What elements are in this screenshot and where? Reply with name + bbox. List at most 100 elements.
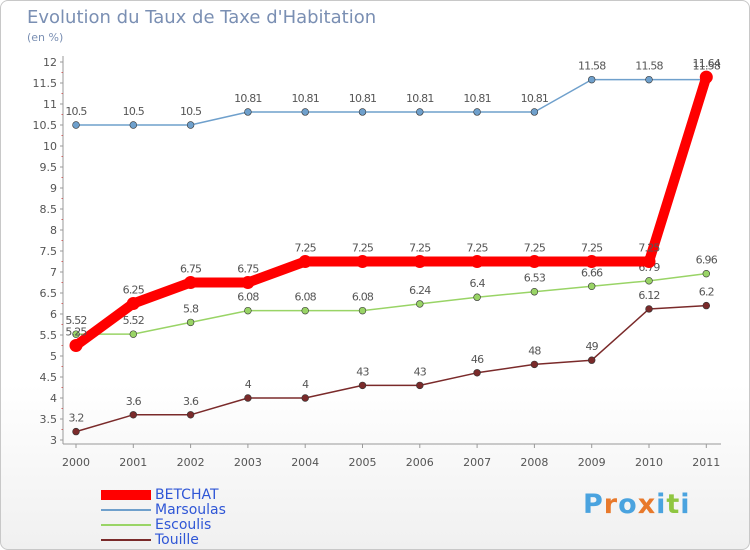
legend-swatch-betchat xyxy=(101,490,151,500)
data-label: 7.25 xyxy=(466,242,488,255)
x-tick-label: 2000 xyxy=(62,456,90,469)
data-label: 3.6 xyxy=(126,395,142,408)
y-tick-label: 4 xyxy=(50,392,57,405)
chart-subtitle: (en %) xyxy=(27,31,64,44)
data-point xyxy=(645,75,653,84)
data-label: 11.58 xyxy=(578,60,606,73)
series-line-marsoulas xyxy=(75,78,708,126)
data-point xyxy=(645,277,653,285)
data-point xyxy=(244,394,252,402)
data-label: 11.58 xyxy=(693,60,721,73)
data-label: 7.25 xyxy=(352,242,374,255)
data-point xyxy=(358,381,367,390)
data-point xyxy=(416,108,424,116)
data-label: 43 xyxy=(414,365,427,378)
y-tick-label: 11.5 xyxy=(33,77,58,90)
data-point xyxy=(301,108,309,116)
data-label: 7.25 xyxy=(295,242,317,255)
data-point xyxy=(642,255,656,268)
y-tick-label: 8.5 xyxy=(40,203,58,216)
data-point xyxy=(527,255,541,268)
data-label: 6.66 xyxy=(581,266,603,279)
y-tick-label: 4.5 xyxy=(40,371,58,384)
data-label: 7.25 xyxy=(581,242,603,255)
data-label: 6.08 xyxy=(237,291,259,304)
data-point xyxy=(358,306,367,315)
legend-swatch-touille xyxy=(101,539,151,541)
data-point xyxy=(473,293,481,301)
y-tick-label: 9 xyxy=(50,182,57,195)
logo-letter: t xyxy=(666,489,681,520)
data-label: 6.75 xyxy=(237,263,259,276)
data-point xyxy=(530,288,539,296)
data-label: 7.25 xyxy=(638,242,660,255)
data-point xyxy=(702,301,710,310)
series-line-escoulis xyxy=(75,272,708,335)
data-label: 6.53 xyxy=(524,272,546,285)
x-tick-label: 2008 xyxy=(520,456,548,469)
data-point xyxy=(530,108,539,116)
series-betchat: 5.25 6.25 6.75 6.75 7.25 7.25 7.25 7.25 7.25 7.25… xyxy=(65,57,722,352)
data-label: 10.81 xyxy=(463,92,491,105)
data-label: 48 xyxy=(528,344,541,357)
y-tick-label: 8 xyxy=(50,224,57,237)
y-tick-label: 7 xyxy=(50,266,57,279)
data-label: 4 xyxy=(302,378,309,391)
data-point xyxy=(126,297,140,310)
line-chart: 3 3.5 4 4.5 5 5.5 6 6.5 7 7.5 8 8.5 9 9.5 10 10.5 11 11.5… xyxy=(33,56,722,469)
legend-swatch-marsoulas xyxy=(101,509,151,511)
legend-label-escoulis: Escoulis xyxy=(155,517,212,533)
logo-letter: x xyxy=(637,489,657,520)
x-tick-label: 2003 xyxy=(234,456,262,469)
logo-letter: P xyxy=(583,489,604,520)
x-tick-label: 2002 xyxy=(177,456,205,469)
x-tick-label: 2006 xyxy=(406,456,434,469)
data-label: 6.96 xyxy=(696,254,718,267)
data-point xyxy=(358,108,367,116)
data-point xyxy=(473,369,481,377)
data-label: 10.81 xyxy=(291,92,319,105)
data-point xyxy=(244,306,252,315)
logo-letter: r xyxy=(603,489,619,520)
legend-item-marsoulas: Marsoulas xyxy=(101,502,301,518)
series-marsoulas: 10.5 10.5 10.5 10.81 10.81 10.81 10.81 10.81 10.… xyxy=(65,60,722,129)
data-label: 6.08 xyxy=(295,291,317,304)
y-tick-label: 6.5 xyxy=(40,287,58,300)
data-point xyxy=(473,108,481,116)
data-label: 10.5 xyxy=(123,105,145,118)
data-label: 10.81 xyxy=(234,92,262,105)
data-label: 7.25 xyxy=(409,242,431,255)
data-label: 5.52 xyxy=(123,314,144,327)
data-label: 6.25 xyxy=(123,284,145,297)
y-tick-label: 9.5 xyxy=(40,161,58,174)
legend-item-escoulis: Escoulis xyxy=(101,517,301,533)
data-point xyxy=(72,427,80,436)
series-line-touille xyxy=(75,304,708,433)
data-label: 11.64 xyxy=(693,57,721,70)
data-label: 6.24 xyxy=(409,284,431,297)
x-tick-label: 2001 xyxy=(119,456,147,469)
data-label: 6.2 xyxy=(699,286,714,299)
data-point xyxy=(186,318,195,327)
data-point xyxy=(72,330,80,338)
series-touille: 3.2 3.6 3.6 4 4 43 43 46 48 49 6.12 6.2 xyxy=(68,286,715,436)
y-tick-label: 10 xyxy=(43,140,57,153)
data-point xyxy=(587,282,596,290)
data-label: 10.81 xyxy=(349,92,377,105)
data-label: 10.81 xyxy=(406,92,434,105)
data-point xyxy=(530,360,539,369)
data-label: 10.5 xyxy=(180,105,202,118)
proxiti-logo: Proxiti xyxy=(583,489,691,520)
x-tick-label: 2005 xyxy=(349,456,377,469)
x-tick-label: 2007 xyxy=(463,456,491,469)
data-point xyxy=(699,70,713,84)
data-point xyxy=(186,411,195,419)
data-point xyxy=(587,75,596,84)
y-tick-label: 10.5 xyxy=(33,119,58,132)
data-label: 46 xyxy=(471,353,484,366)
data-label: 43 xyxy=(356,365,369,378)
data-label: 3.2 xyxy=(68,412,83,425)
logo-letter: i xyxy=(680,489,691,520)
data-point xyxy=(585,255,599,268)
data-label: 6.4 xyxy=(470,277,486,290)
